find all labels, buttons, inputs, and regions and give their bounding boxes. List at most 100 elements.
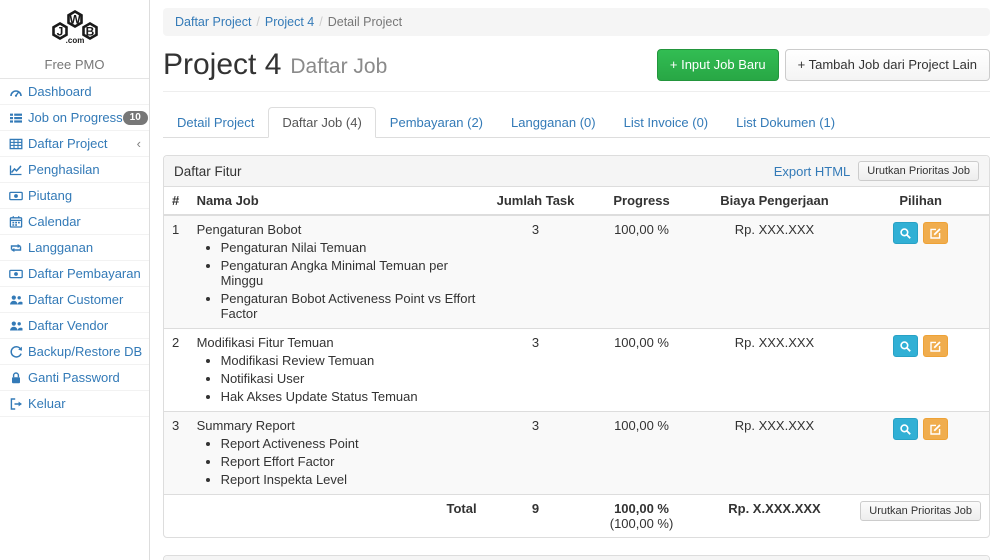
panel-heading: Daftar Fitur Export HTML Urutkan Priorit…: [164, 156, 989, 187]
table-header-row: # Nama Job Jumlah Task Progress Biaya Pe…: [164, 187, 989, 216]
subtask-item: Report Effort Factor: [221, 454, 477, 469]
subtask-item: Notifikasi User: [221, 371, 477, 386]
search-icon: [900, 340, 911, 352]
biaya-value: Rp. XXX.XXX: [696, 214, 853, 329]
sidebar-item-label: Piutang: [28, 188, 73, 203]
subtask-list: Report Activeness Point Report Effort Fa…: [221, 436, 477, 487]
input-job-baru-button[interactable]: + Input Job Baru: [656, 48, 779, 82]
tambah-job-dari-project-lain-button[interactable]: + Tambah Job dari Project Lain: [784, 48, 990, 82]
row-number: 1: [164, 214, 189, 329]
urutkan-prioritas-job-button[interactable]: Urutkan Prioritas Job: [858, 161, 979, 181]
tab-list-invoice[interactable]: List Invoice (0): [623, 115, 709, 130]
sidebar-item-label: Backup/Restore DB: [28, 344, 143, 359]
col-header-pilihan: Pilihan: [852, 187, 989, 216]
sidebar-item-ganti-password[interactable]: Ganti Password: [0, 365, 149, 391]
sidebar-item-daftar-vendor[interactable]: Daftar Vendor: [0, 313, 149, 339]
col-header-jumlah-task: Jumlah Task: [484, 187, 587, 216]
sidebar-item-calendar[interactable]: Calendar: [0, 209, 149, 235]
job-count-badge: 10: [122, 110, 148, 125]
total-progress-note: (100,00 %): [609, 516, 674, 531]
svg-text:B: B: [85, 25, 94, 39]
subtask-item: Report Inspekta Level: [221, 472, 477, 487]
tab-detail-project[interactable]: Detail Project: [177, 115, 255, 130]
urutkan-prioritas-job-button[interactable]: Urutkan Prioritas Job: [860, 501, 981, 521]
breadcrumb-separator: /: [319, 15, 323, 29]
sidebar-item-label: Keluar: [28, 396, 66, 411]
panel-daftar-fitur: Daftar Fitur Export HTML Urutkan Priorit…: [163, 155, 990, 538]
sidebar-item-keluar[interactable]: Keluar: [0, 391, 149, 417]
biaya-value: Rp. XXX.XXX: [696, 328, 853, 412]
sidebar-item-label: Calendar: [28, 214, 81, 229]
dashboard-icon: [8, 85, 23, 99]
search-icon: [900, 423, 911, 435]
view-job-button[interactable]: [892, 335, 918, 357]
breadcrumb-link-project-4[interactable]: Project 4: [264, 15, 315, 29]
sidebar-nav: Dashboard Job on Progress 10 Daftar Proj…: [0, 79, 149, 417]
edit-job-button[interactable]: [923, 222, 949, 244]
brand-logo[interactable]: W J B .com Free PMO: [0, 0, 149, 79]
tab-list-dokumen[interactable]: List Dokumen (1): [736, 115, 836, 130]
edit-icon: [930, 423, 942, 435]
list-icon: [8, 111, 23, 125]
subtask-list: Pengaturan Nilai Temuan Pengaturan Angka…: [221, 240, 477, 321]
retweet-icon: [8, 241, 23, 255]
sidebar-item-daftar-project[interactable]: Daftar Project ‹: [0, 131, 149, 157]
subtask-item: Pengaturan Angka Minimal Temuan per Ming…: [221, 258, 477, 288]
panel-fitur-tambahan: Fitur Tambahan Export HTML Urutkan Prior…: [163, 555, 990, 560]
sidebar-item-backup-restore-db[interactable]: Backup/Restore DB: [0, 339, 149, 365]
table-icon: [8, 137, 23, 151]
sidebar-item-piutang[interactable]: Piutang: [0, 183, 149, 209]
sidebar-item-label: Dashboard: [28, 84, 92, 99]
subtask-item: Report Activeness Point: [221, 436, 477, 451]
subtask-item: Modifikasi Review Temuan: [221, 353, 477, 368]
refresh-icon: [8, 345, 23, 359]
breadcrumb: Daftar Project / Project 4 / Detail Project: [163, 8, 990, 36]
edit-icon: [930, 227, 942, 239]
biaya-value: Rp. XXX.XXX: [696, 411, 853, 495]
sidebar-item-label: Daftar Pembayaran: [28, 266, 141, 281]
jumlah-task-value: 3: [484, 214, 587, 329]
progress-value: 100,00 %: [586, 214, 697, 329]
total-tasks: 9: [484, 494, 587, 537]
chevron-left-icon: ‹: [136, 136, 141, 151]
brand-caption: Free PMO: [44, 57, 105, 72]
table-row: 3 Summary Report Report Activeness Point…: [164, 411, 989, 495]
sidebar-item-job-on-progress[interactable]: Job on Progress 10: [0, 105, 149, 131]
tab-daftar-job[interactable]: Daftar Job (4): [268, 107, 376, 138]
sidebar-item-daftar-customer[interactable]: Daftar Customer: [0, 287, 149, 313]
view-job-button[interactable]: [892, 222, 918, 244]
tab-langganan[interactable]: Langganan (0): [511, 115, 596, 130]
edit-icon: [930, 340, 942, 352]
sidebar-item-langganan[interactable]: Langganan: [0, 235, 149, 261]
sidebar-item-label: Job on Progress: [28, 110, 123, 125]
col-header-biaya: Biaya Pengerjaan: [696, 187, 853, 216]
subtask-item: Pengaturan Bobot Activeness Point vs Eff…: [221, 291, 477, 321]
svg-text:W: W: [69, 13, 81, 27]
lock-icon: [8, 371, 23, 385]
daftar-fitur-table: # Nama Job Jumlah Task Progress Biaya Pe…: [164, 187, 989, 537]
sidebar-item-penghasilan[interactable]: Penghasilan: [0, 157, 149, 183]
row-number: 2: [164, 328, 189, 412]
jwb-logo-icon: W J B .com: [51, 9, 98, 45]
total-cost: Rp. X.XXX.XXX: [696, 494, 853, 537]
edit-job-button[interactable]: [923, 335, 949, 357]
edit-job-button[interactable]: [923, 418, 949, 440]
money-icon: [8, 267, 23, 281]
sidebar-item-dashboard[interactable]: Dashboard: [0, 79, 149, 105]
panel-heading: Fitur Tambahan Export HTML Urutkan Prior…: [164, 556, 989, 560]
total-label: Total: [164, 494, 485, 537]
subtask-item: Hak Akses Update Status Temuan: [221, 389, 477, 404]
sidebar-item-daftar-pembayaran[interactable]: Daftar Pembayaran: [0, 261, 149, 287]
page-title: Project 4: [163, 48, 282, 81]
calendar-icon: [8, 215, 23, 229]
export-html-link[interactable]: Export HTML: [773, 163, 851, 179]
col-header-progress: Progress: [586, 187, 697, 216]
breadcrumb-link-daftar-project[interactable]: Daftar Project: [175, 15, 252, 29]
tab-pembayaran[interactable]: Pembayaran (2): [389, 115, 484, 130]
tab-bar: Detail Project Daftar Job (4) Pembayaran…: [163, 107, 990, 138]
view-job-button[interactable]: [892, 418, 918, 440]
progress-value: 100,00 %: [586, 411, 697, 495]
sidebar-item-label: Daftar Customer: [28, 292, 124, 307]
subtask-list: Modifikasi Review Temuan Notifikasi User…: [221, 353, 477, 404]
